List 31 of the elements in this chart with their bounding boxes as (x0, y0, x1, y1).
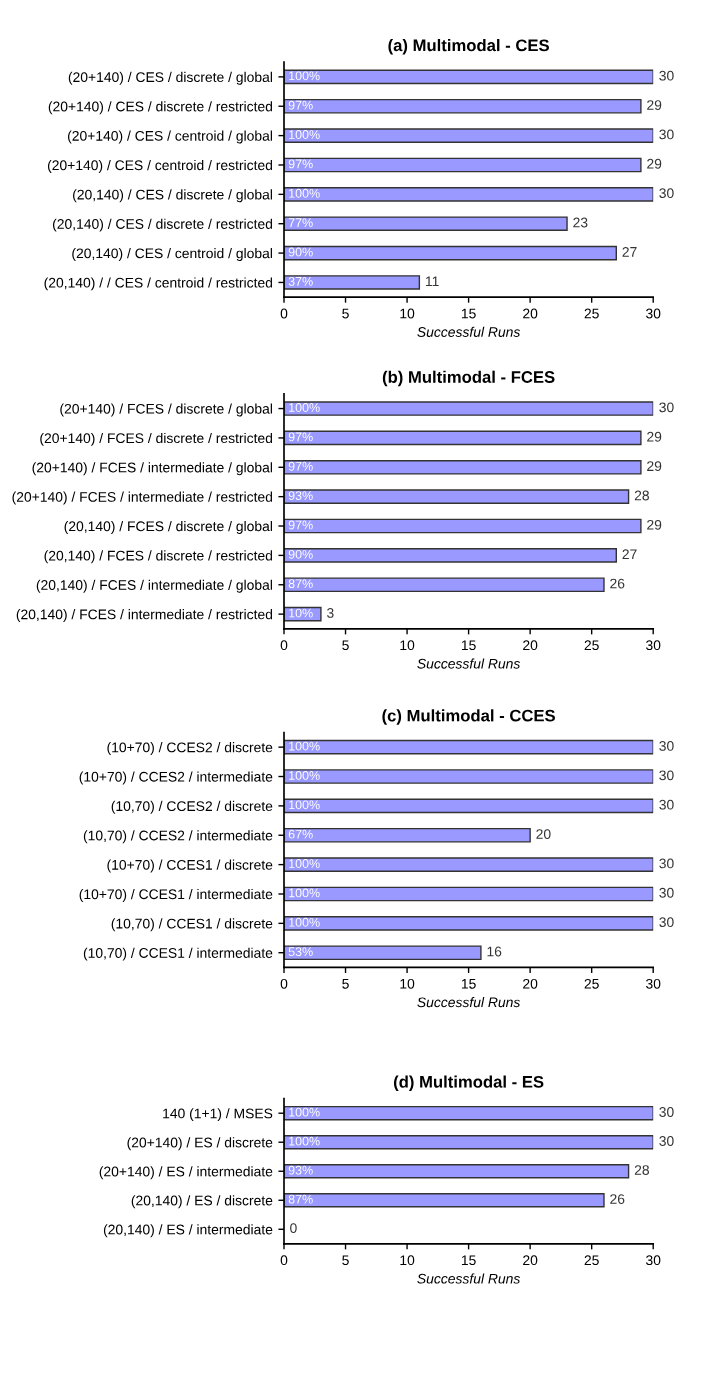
bar (284, 886, 654, 902)
bar (284, 1164, 630, 1179)
bar (284, 945, 482, 961)
chart-title: (c) Multimodal - CCES (382, 709, 555, 725)
bar (284, 739, 654, 755)
bar (284, 1134, 654, 1150)
bar (284, 857, 654, 872)
bar (284, 577, 605, 593)
bar (284, 489, 630, 504)
bar (284, 128, 654, 143)
bar (284, 798, 654, 814)
bar (284, 548, 617, 563)
bar (284, 401, 654, 416)
chart-title: (d) Multimodal - ES (393, 1075, 544, 1092)
bar (284, 216, 568, 232)
bar (284, 459, 642, 475)
chart-title: (a) Multimodal - CES (388, 39, 549, 55)
bar (284, 827, 531, 843)
bar (284, 430, 642, 446)
bar (284, 275, 421, 290)
bar (284, 245, 617, 261)
bar (284, 518, 642, 534)
bar (284, 769, 654, 784)
bar (284, 69, 654, 85)
chart-title: (b) Multimodal - FCES (382, 370, 555, 387)
bar (284, 157, 642, 173)
bar (284, 98, 642, 114)
bar (284, 1105, 654, 1121)
bar (284, 916, 654, 931)
bar (284, 187, 654, 202)
bar (284, 1193, 605, 1208)
